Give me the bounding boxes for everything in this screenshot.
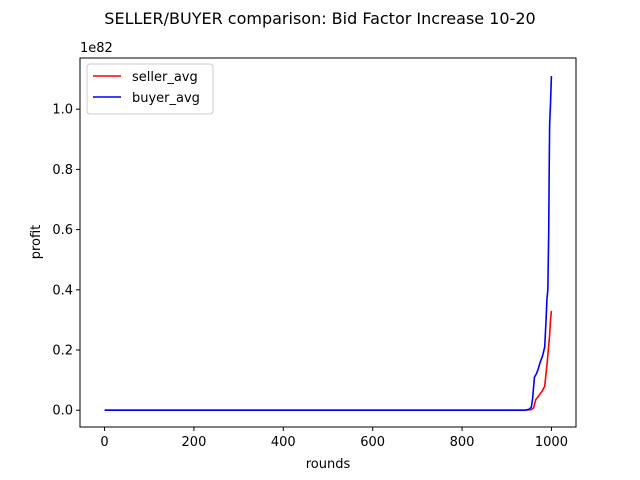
x-tick-label: 400	[271, 435, 296, 450]
x-tick-label: 800	[450, 435, 475, 450]
x-axis-ticks: 0 200 400 600 800 1000	[100, 427, 568, 450]
x-tick-label: 200	[182, 435, 207, 450]
x-tick-label: 1000	[535, 435, 568, 450]
y-axis-ticks: 0.0 0.2 0.4 0.6 0.8 1.0	[52, 103, 80, 419]
plot-area	[79, 57, 577, 428]
legend: seller_avg buyer_avg	[86, 63, 214, 115]
chart-title: SELLER/BUYER comparison: Bid Factor Incr…	[104, 9, 535, 28]
y-scale-offset-label: 1e82	[80, 41, 113, 56]
series-line-seller_avg	[104, 310, 553, 412]
y-axis-label: profit	[29, 225, 44, 260]
x-tick-label: 0	[100, 435, 108, 450]
x-tick-label: 600	[360, 435, 385, 450]
x-axis-label: rounds	[306, 457, 351, 472]
y-tick-label: 1.0	[52, 103, 73, 118]
series-line-buyer_avg	[104, 76, 553, 412]
legend-label: buyer_avg	[132, 91, 200, 106]
y-tick-label: 0.8	[52, 163, 73, 178]
y-tick-label: 0.6	[52, 223, 73, 238]
y-tick-label: 0.0	[52, 404, 73, 419]
y-tick-label: 0.2	[52, 344, 73, 359]
legend-label: seller_avg	[132, 70, 198, 85]
y-tick-label: 0.4	[52, 283, 73, 298]
series-lines	[104, 76, 553, 412]
axes-frame	[79, 57, 577, 428]
